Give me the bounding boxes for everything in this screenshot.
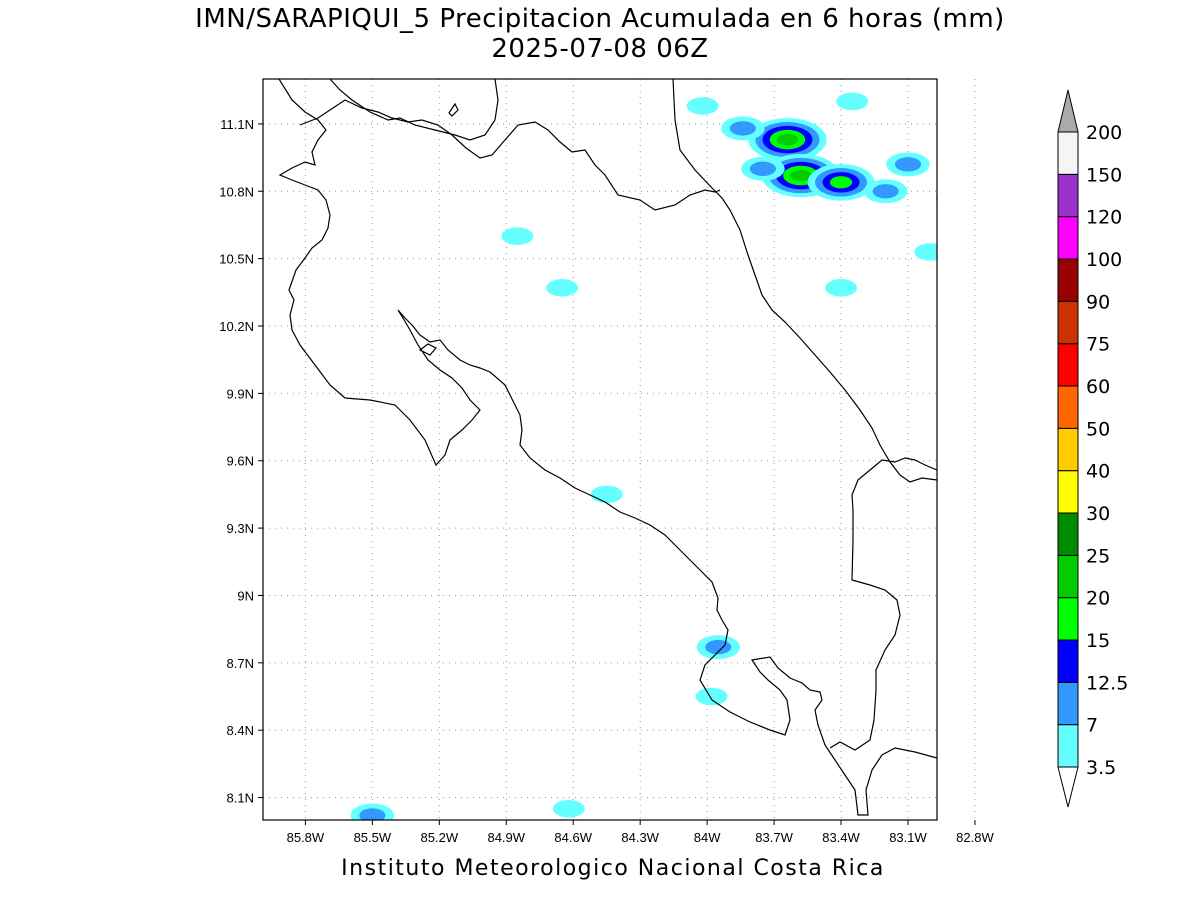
precip-cell	[729, 121, 756, 136]
nicaragua-coast	[329, 79, 499, 141]
precip-cell	[957, 188, 993, 208]
colorbar-box	[1057, 427, 1079, 472]
colorbar-label: 20	[1086, 588, 1110, 610]
colorbar-label: 30	[1086, 503, 1110, 525]
lat-tick-label: 10.2N	[219, 319, 254, 334]
costa-rica-coastline-pacific	[278, 79, 937, 816]
colorbar-box	[1057, 173, 1079, 218]
precip-cell	[590, 485, 623, 504]
precip-colorbar	[1057, 89, 1079, 808]
colorbar-box	[1057, 639, 1079, 683]
precip-cell	[501, 227, 534, 245]
panama-border	[829, 457, 937, 751]
lat-tick-label: 9.3N	[227, 521, 254, 536]
colorbar-label: 15	[1086, 630, 1110, 652]
colorbar-label: 60	[1086, 376, 1110, 398]
map-gridlines	[263, 79, 976, 820]
colorbar-box	[1057, 216, 1079, 260]
precip-cell	[695, 687, 728, 706]
precip-cell	[943, 180, 1007, 215]
precip-cell	[950, 184, 1000, 211]
lon-tick-label: 82.8W	[956, 830, 994, 845]
precip-cell	[359, 808, 386, 820]
precip-cell	[686, 97, 719, 115]
precipitation-field	[350, 92, 1040, 820]
lat-tick-label: 11.1N	[220, 117, 254, 132]
precip-cell	[872, 184, 899, 199]
precip-cell	[546, 279, 579, 297]
colorbar-label: 100	[1086, 249, 1122, 271]
lon-tick-label: 85.2W	[421, 830, 459, 845]
colorbar-box	[1057, 258, 1079, 302]
colorbar-label: 120	[1086, 207, 1122, 229]
colorbar-label: 25	[1086, 545, 1110, 567]
precip-cell	[935, 192, 937, 204]
lat-tick-label: 10.5N	[219, 252, 254, 267]
colorbar-label: 50	[1086, 418, 1110, 440]
precip-cell	[894, 157, 922, 172]
colorbar-box	[1057, 512, 1079, 556]
precip-cell	[980, 323, 1032, 352]
lat-tick-label: 10.8N	[219, 184, 254, 199]
colorbar-over-triangle	[1057, 89, 1079, 133]
lon-tick-label: 84W	[694, 830, 721, 845]
colorbar-box	[1057, 724, 1079, 768]
map-frame	[262, 78, 938, 821]
colorbar-box	[1057, 385, 1079, 429]
longitude-tick-labels: 85.8W 85.5W 85.2W 84.9W 84.6W 84.3W 84W 83.7W 83…	[287, 820, 994, 845]
colorbar-label: 3.5	[1086, 757, 1116, 779]
precip-cell	[995, 331, 1017, 343]
colorbar-box	[1057, 300, 1079, 345]
colorbar-label: 90	[1086, 291, 1110, 313]
coastlines-borders	[278, 79, 937, 816]
lon-tick-label: 85.8W	[287, 830, 325, 845]
lon-tick-label: 85.5W	[354, 830, 392, 845]
map-title: IMN/SARAPIQUI_5 Precipitacion Acumulada …	[195, 4, 1005, 34]
colorbar-box	[1057, 470, 1079, 514]
colorbar-box	[1057, 554, 1079, 599]
lon-tick-label: 84.6W	[554, 830, 592, 845]
colorbar-box	[1057, 681, 1079, 726]
gulf-island	[418, 343, 437, 356]
precip-cell	[749, 161, 776, 176]
costa-rica-coastline-caribbean	[672, 79, 937, 483]
lat-tick-label: 9.6N	[227, 454, 254, 469]
lon-tick-label: 83.4W	[822, 830, 860, 845]
precip-cell	[776, 133, 799, 146]
lon-tick-label: 83.7W	[755, 830, 793, 845]
nicaragua-border	[299, 99, 721, 211]
lat-tick-label: 9.9N	[227, 386, 254, 401]
colorbar-label: 150	[1086, 164, 1122, 186]
footer-credit: Instituto Meteorologico Nacional Costa R…	[341, 856, 885, 881]
colorbar-label: 75	[1086, 334, 1110, 356]
lat-tick-label: 9N	[237, 588, 254, 603]
lat-tick-label: 8.7N	[227, 656, 254, 671]
colorbar-box	[1057, 343, 1079, 387]
precip-cell	[825, 279, 857, 297]
colorbar-label: 40	[1086, 461, 1110, 483]
precip-cell	[552, 799, 585, 818]
colorbar-under-triangle	[1057, 766, 1079, 808]
colorbar-box	[1057, 131, 1079, 175]
lake-island	[448, 102, 459, 117]
lon-tick-label: 83.1W	[889, 830, 927, 845]
colorbar-labels: 3.5 7 12.5 15 20 25 30 40 50 60 75 90 100 120 150 200	[1086, 122, 1128, 779]
lon-tick-label: 84.3W	[621, 830, 659, 845]
lon-tick-label: 84.9W	[487, 830, 525, 845]
latitude-tick-labels: 11.1N 10.8N 10.5N 10.2N 9.9N 9.6N 9.3N 9N 8.7N 8.…	[219, 117, 263, 806]
map-subtitle: 2025-07-08 06Z	[491, 34, 709, 64]
colorbar-label: 7	[1086, 715, 1098, 737]
precip-cell	[973, 319, 1040, 356]
colorbar-label: 12.5	[1086, 672, 1128, 694]
colorbar-box	[1057, 597, 1079, 641]
precip-cell	[836, 92, 869, 111]
colorbar-label: 200	[1086, 122, 1122, 144]
precip-cell	[829, 176, 853, 189]
lat-tick-label: 8.1N	[227, 791, 254, 806]
precip-cell	[914, 243, 937, 261]
precip-cell	[988, 327, 1025, 347]
precip-cell	[790, 169, 812, 182]
lat-tick-label: 8.4N	[227, 723, 254, 738]
